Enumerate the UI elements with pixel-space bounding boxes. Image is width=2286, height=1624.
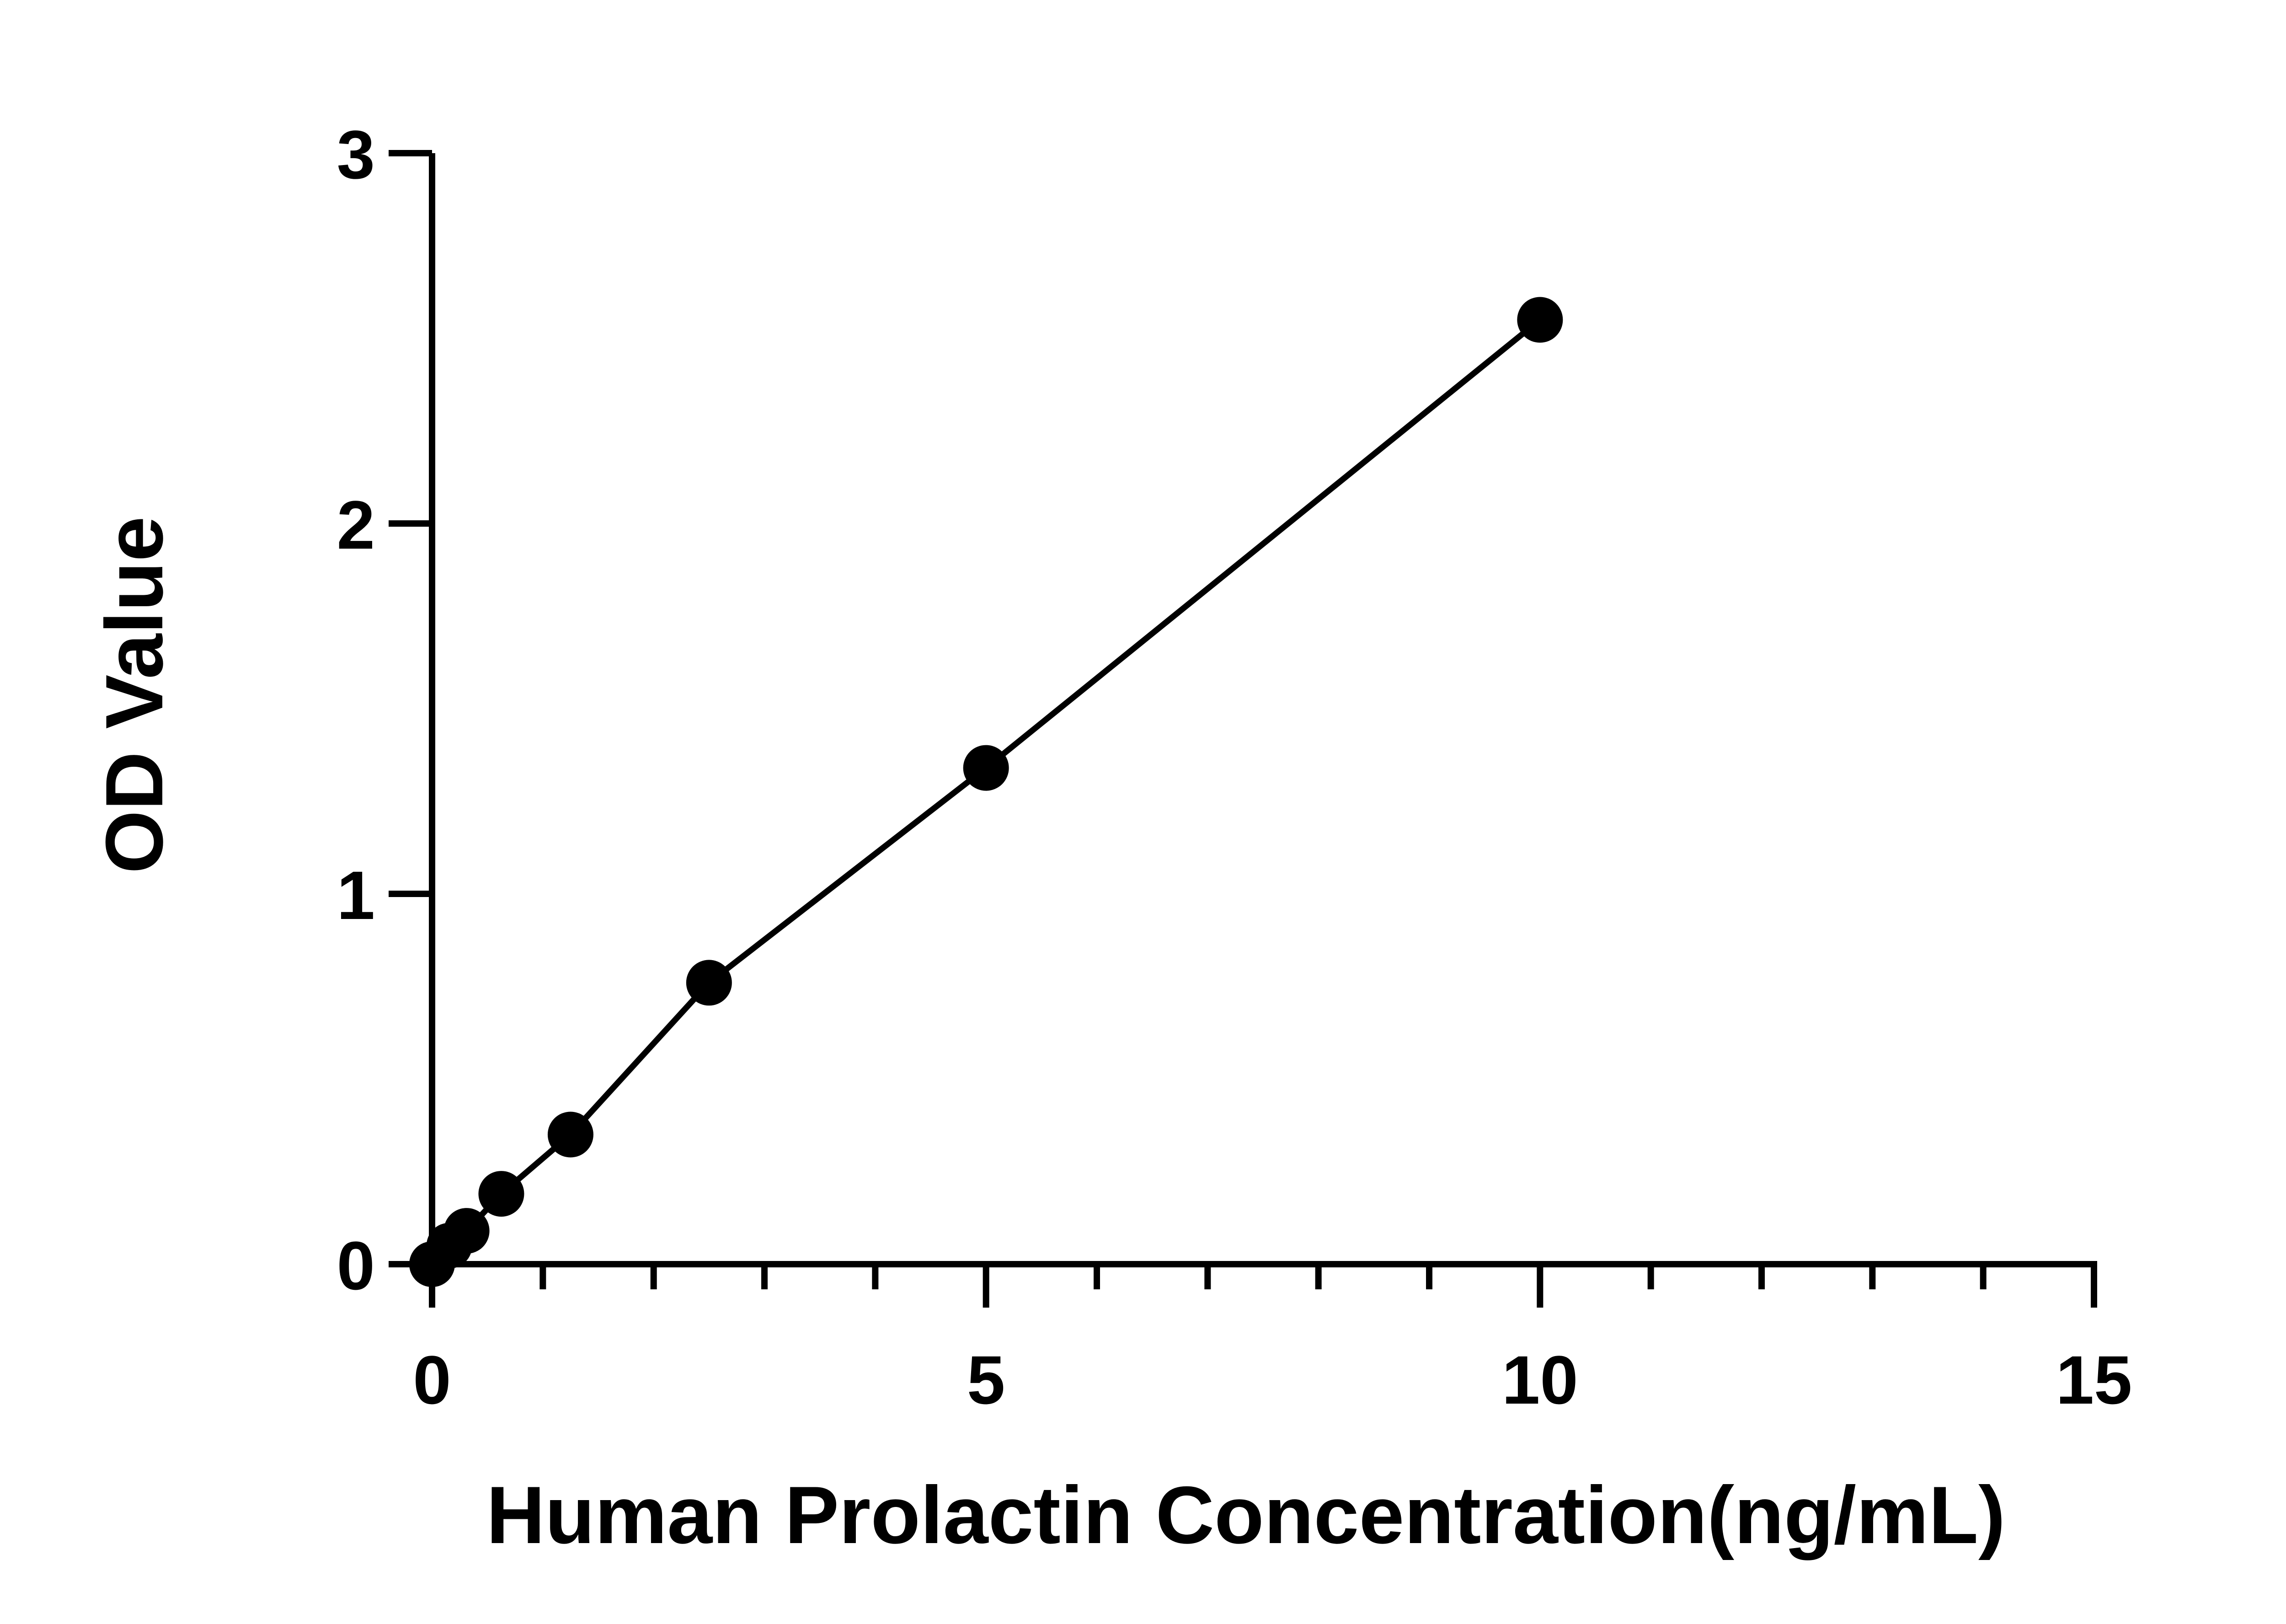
data-points	[409, 297, 1563, 1287]
x-tick-label: 10	[1502, 1341, 1578, 1418]
data-point	[963, 745, 1009, 791]
x-tick-label: 15	[2056, 1341, 2132, 1418]
data-point	[478, 1171, 524, 1217]
x-axis-title: Human Prolactin Concentration(ng/mL)	[486, 1469, 2006, 1560]
data-point	[1517, 297, 1563, 343]
x-tick-label: 5	[967, 1341, 1005, 1418]
y-tick-label: 3	[337, 116, 375, 193]
data-point	[686, 960, 732, 1006]
axes: 0 5 10 15 0 1 2 3	[337, 116, 2132, 1418]
fit-line-layer	[429, 317, 1543, 1267]
x-tick-label: 0	[413, 1341, 451, 1418]
fit-line	[429, 317, 1543, 1267]
y-tick-label: 1	[337, 857, 375, 934]
data-point	[443, 1208, 490, 1254]
y-axis-title: OD Value	[89, 516, 180, 874]
y-tick-label: 2	[337, 486, 375, 563]
data-point	[547, 1111, 593, 1158]
y-tick-label: 0	[337, 1227, 375, 1304]
